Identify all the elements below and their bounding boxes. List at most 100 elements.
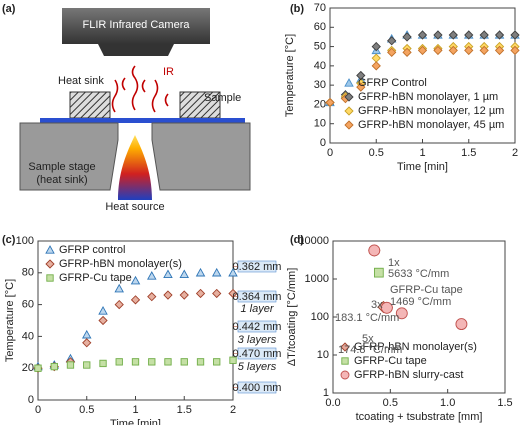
annotation: GFRP-Cu tape [390, 284, 463, 296]
y-axis-title: ΔT/tcoating [°C/mm] [286, 268, 298, 367]
data-point [114, 283, 124, 293]
data-point [464, 45, 474, 56]
data-point [433, 30, 443, 40]
annotation: 5 layers [238, 361, 277, 373]
x-tick-label: 0.0 [325, 397, 340, 409]
x-tick-label: 0 [35, 404, 41, 416]
data-point [510, 45, 520, 56]
data-point [510, 30, 520, 40]
data-point [99, 359, 107, 368]
y-tick-label: 10000 [298, 235, 329, 247]
legend-label: GFRP Control [358, 77, 427, 89]
data-point [180, 358, 188, 366]
y-tick-label: 40 [22, 330, 34, 342]
x-tick-label: 0.5 [79, 404, 94, 416]
annotation-line [232, 295, 239, 298]
y-tick-label: 70 [314, 2, 326, 14]
data-point [325, 97, 335, 108]
data-point [147, 271, 157, 280]
ir-waves [111, 65, 169, 113]
legend-label: GFRP-hBN slurry-cast [354, 369, 463, 381]
camera-label: FLIR Infrared Camera [83, 19, 191, 31]
legend-marker [45, 245, 55, 254]
y-tick-label: 10 [317, 349, 329, 361]
sample-label: Sample [204, 92, 241, 104]
data-point [148, 358, 156, 366]
data-point [368, 244, 381, 257]
annotation: 5x [362, 333, 374, 345]
x-tick-label: 2 [512, 147, 518, 159]
y-tick-label: 0 [28, 394, 34, 406]
data-point [34, 364, 42, 372]
y-tick-label: 50 [314, 40, 326, 52]
legend-label: GFRP-hBN monolayer(s) [59, 258, 182, 270]
annotation: 0.470 mm [233, 348, 282, 360]
y-tick-label: 60 [314, 21, 326, 33]
data-point [163, 290, 173, 300]
x-tick-label: 1.5 [497, 397, 512, 409]
panel-label: (b) [290, 3, 304, 15]
data-point [448, 45, 458, 56]
data-point [211, 267, 222, 277]
stage [151, 122, 251, 191]
data-point [417, 45, 428, 56]
data-point [131, 358, 140, 366]
data-point [130, 295, 141, 305]
layer-swatch [237, 290, 277, 303]
data-point [417, 30, 428, 40]
legend-marker [46, 274, 54, 282]
layer-swatch [237, 320, 277, 333]
panel-label: (c) [2, 234, 16, 246]
data-point [98, 315, 108, 326]
layer-swatch [237, 381, 277, 394]
annotation: 0.442 mm [233, 321, 282, 333]
data-point [81, 329, 92, 339]
heat-sink-label: Heat sink [58, 75, 104, 87]
data-point [98, 306, 108, 315]
legend-label: GFRP-hBN monolayer, 45 µm [358, 119, 504, 131]
ir-label: IR [163, 66, 174, 78]
data-point [114, 299, 124, 310]
data-point [371, 53, 381, 63]
legend-marker [344, 78, 354, 87]
annotation-line [232, 386, 239, 389]
annotation: 0.400 mm [233, 382, 282, 394]
data-point [179, 290, 189, 300]
x-tick-label: 0 [327, 147, 333, 159]
data-point [195, 288, 206, 299]
data-point [374, 267, 384, 278]
data-point [402, 32, 412, 42]
annotation: 3 layers [238, 334, 277, 346]
x-tick-label: 1 [419, 147, 425, 159]
camera [62, 8, 210, 44]
legend-marker [344, 92, 354, 102]
data-point [464, 30, 474, 40]
y-tick-label: 0 [320, 137, 326, 149]
legend-label: GFRP-hBN monolayer, 12 µm [358, 105, 504, 117]
x-tick-label: 2 [230, 404, 236, 416]
data-point [479, 45, 489, 56]
y-tick-label: 60 [22, 299, 34, 311]
y-tick-label: 100 [311, 311, 329, 323]
x-axis-title: Time [min] [110, 418, 161, 425]
annotation: 1469 °C/mm [390, 296, 451, 308]
stage-note: (heat sink) [36, 174, 87, 186]
y-tick-label: 1000 [305, 273, 329, 285]
annotation: 183.1 °C/mm [335, 312, 399, 324]
data-point [164, 358, 172, 366]
data-point [433, 45, 443, 56]
heat-sink [179, 91, 221, 119]
legend-label: GFRP-hBN monolayer(s) [354, 341, 477, 353]
data-point [83, 361, 91, 369]
data-point [115, 358, 123, 366]
legend-marker [344, 120, 354, 130]
data-point [196, 358, 205, 366]
legend-label: GFRP-Cu tape [354, 355, 427, 367]
data-point [66, 361, 75, 369]
data-point [130, 275, 141, 285]
data-point [387, 36, 397, 46]
data-point [455, 318, 468, 331]
x-tick-label: 1.0 [440, 397, 455, 409]
y-tick-label: 40 [314, 60, 326, 72]
data-point [147, 292, 157, 302]
